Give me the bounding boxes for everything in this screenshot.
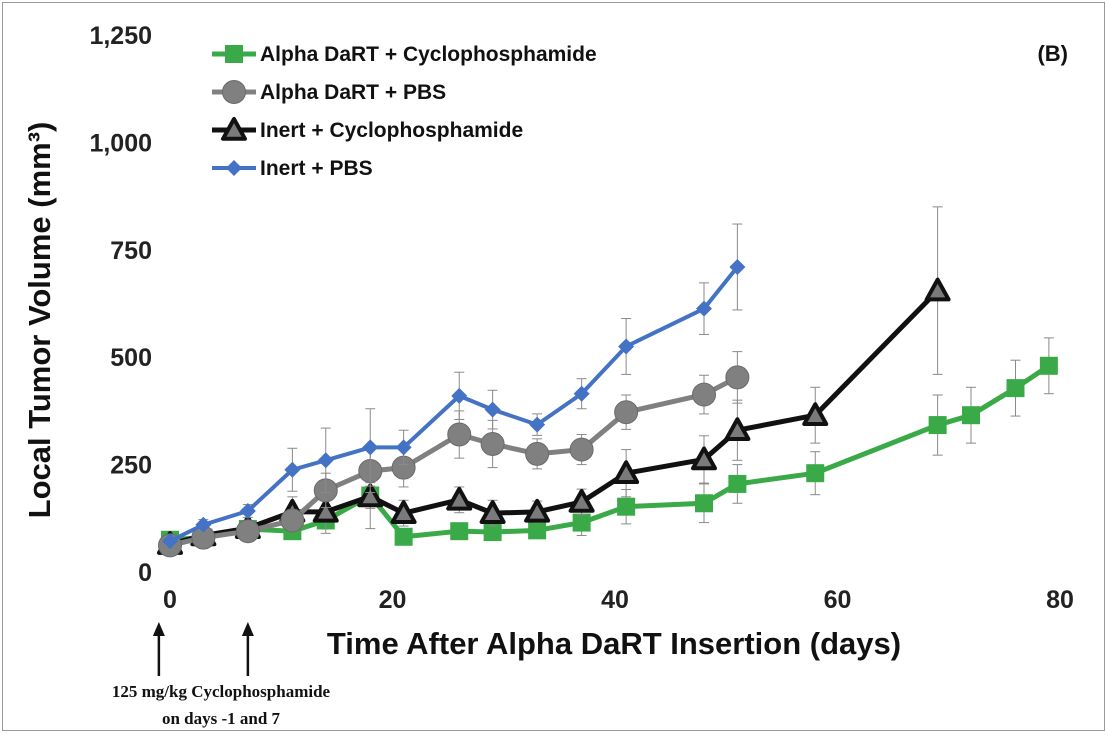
data-point <box>483 523 502 542</box>
x-tick-label: 40 <box>601 586 629 614</box>
data-point <box>691 446 717 471</box>
annotation-line-2: on days -1 and 7 <box>162 709 281 728</box>
legend-marker <box>225 45 243 63</box>
legend-marker <box>221 117 247 141</box>
x-axis-title: Time After Alpha DaRT Insertion (days) <box>327 626 901 661</box>
data-point <box>614 400 639 425</box>
legend-entry: Inert + Cyclophosphamide <box>212 117 523 142</box>
data-point <box>239 502 256 519</box>
data-point <box>924 277 951 302</box>
data-point <box>1006 379 1025 398</box>
data-point <box>484 401 501 418</box>
legend-label: Inert + Cyclophosphamide <box>260 119 523 142</box>
data-point <box>395 439 412 456</box>
data-point <box>692 382 716 407</box>
data-point <box>529 416 546 433</box>
data-point <box>362 439 379 456</box>
data-point <box>357 483 384 508</box>
data-point <box>962 406 980 425</box>
y-tick-label: 1,000 <box>89 129 152 157</box>
x-tick-label: 80 <box>1046 586 1074 614</box>
x-axis-ticks: 0 20 40 60 80 <box>163 586 1074 614</box>
data-point <box>451 387 468 404</box>
data-point <box>480 431 505 456</box>
data-point <box>806 464 825 483</box>
annotation-line-1: 125 mg/kg Cyclophosphamide <box>112 682 331 701</box>
x-tick-label: 60 <box>824 586 852 614</box>
data-point <box>618 338 635 355</box>
data-point <box>695 494 713 513</box>
y-tick-label: 0 <box>138 559 152 587</box>
y-tick-label: 750 <box>110 237 152 265</box>
legend-entry: Alpha DaRT + PBS <box>212 80 446 104</box>
data-point <box>524 498 551 523</box>
data-point <box>235 519 260 544</box>
arrow-head <box>152 622 165 636</box>
y-axis-title: Local Tumor Volume (mm³) <box>22 122 57 519</box>
legend-label: Alpha DaRT + Cyclophosphamide <box>260 43 597 66</box>
x-tick-label: 0 <box>163 586 177 614</box>
data-point <box>528 521 547 540</box>
data-point <box>568 488 595 513</box>
data-point <box>390 500 417 524</box>
y-tick-label: 500 <box>110 344 152 372</box>
series-triangle <box>157 206 951 555</box>
data-point <box>162 533 178 550</box>
legend: Alpha DaRT + Cyclophosphamide Alpha DaRT … <box>212 43 597 180</box>
series-line <box>169 288 940 547</box>
data-point <box>525 441 550 466</box>
legend-marker <box>222 80 246 104</box>
y-tick-label: 1,250 <box>89 22 152 50</box>
data-point <box>195 516 212 533</box>
series-diamond <box>162 223 746 550</box>
series-line <box>169 265 739 543</box>
data-point <box>613 460 640 484</box>
dose-arrows <box>152 622 254 676</box>
x-tick-label: 20 <box>379 586 407 614</box>
legend-marker <box>226 160 242 176</box>
data-point <box>450 522 469 541</box>
data-point <box>928 416 947 435</box>
y-axis-ticks: 0 250 500 750 1,000 1,250 <box>89 22 152 587</box>
data-point <box>617 497 636 516</box>
data-point <box>728 474 747 493</box>
data-point <box>446 486 473 511</box>
data-point <box>572 513 591 532</box>
data-point <box>284 461 301 478</box>
legend-label: Inert + PBS <box>260 157 373 180</box>
data-point <box>724 417 751 442</box>
data-point <box>569 437 594 462</box>
y-tick-label: 250 <box>110 452 152 480</box>
data-point <box>312 498 339 523</box>
data-point <box>479 500 506 524</box>
data-point <box>573 385 590 402</box>
data-point <box>447 422 472 447</box>
data-point <box>802 402 829 426</box>
series-layer <box>157 206 1058 558</box>
cyclophosphamide-annotation: 125 mg/kg Cyclophosphamide on days -1 an… <box>112 622 331 728</box>
data-point <box>1039 356 1058 375</box>
legend-entry: Alpha DaRT + Cyclophosphamide <box>212 43 597 66</box>
data-point <box>280 508 305 533</box>
data-point <box>729 258 746 275</box>
data-point <box>696 300 712 317</box>
legend-entry: Inert + PBS <box>212 157 373 180</box>
series-circle <box>158 351 750 558</box>
data-point <box>317 452 334 469</box>
arrow-head <box>241 622 254 636</box>
data-point <box>394 527 413 546</box>
panel-label: (B) <box>1037 41 1068 66</box>
legend-label: Alpha DaRT + PBS <box>260 81 446 104</box>
data-point <box>725 365 750 390</box>
